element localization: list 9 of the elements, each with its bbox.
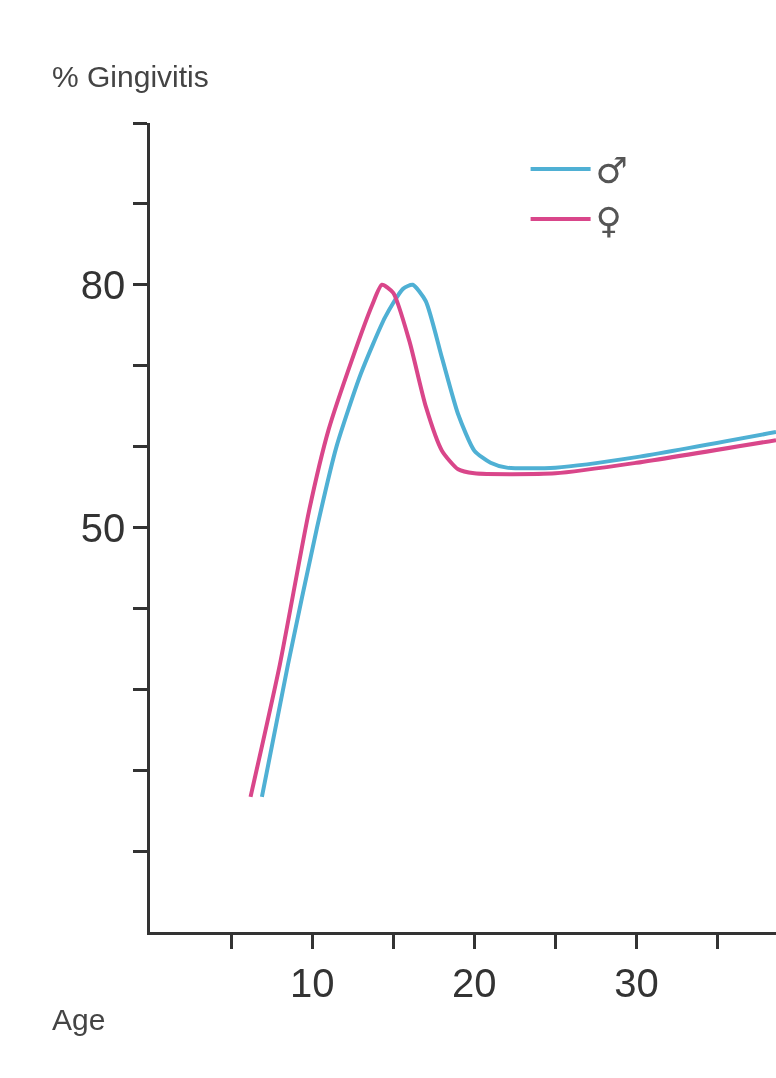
y-tick-label: 50 (80, 505, 126, 550)
legend-label: ♂ (595, 150, 628, 192)
x-tick-label: 30 (614, 960, 659, 1005)
y-tick-label: 80 (80, 262, 126, 307)
x-tick-label: 20 (452, 960, 497, 1005)
x-axis-title: Age (52, 1003, 106, 1036)
legend-label: ♀ (595, 199, 622, 241)
y-axis-title: % Gingivitis (52, 60, 209, 93)
x-tick-label: 10 (289, 960, 335, 1005)
